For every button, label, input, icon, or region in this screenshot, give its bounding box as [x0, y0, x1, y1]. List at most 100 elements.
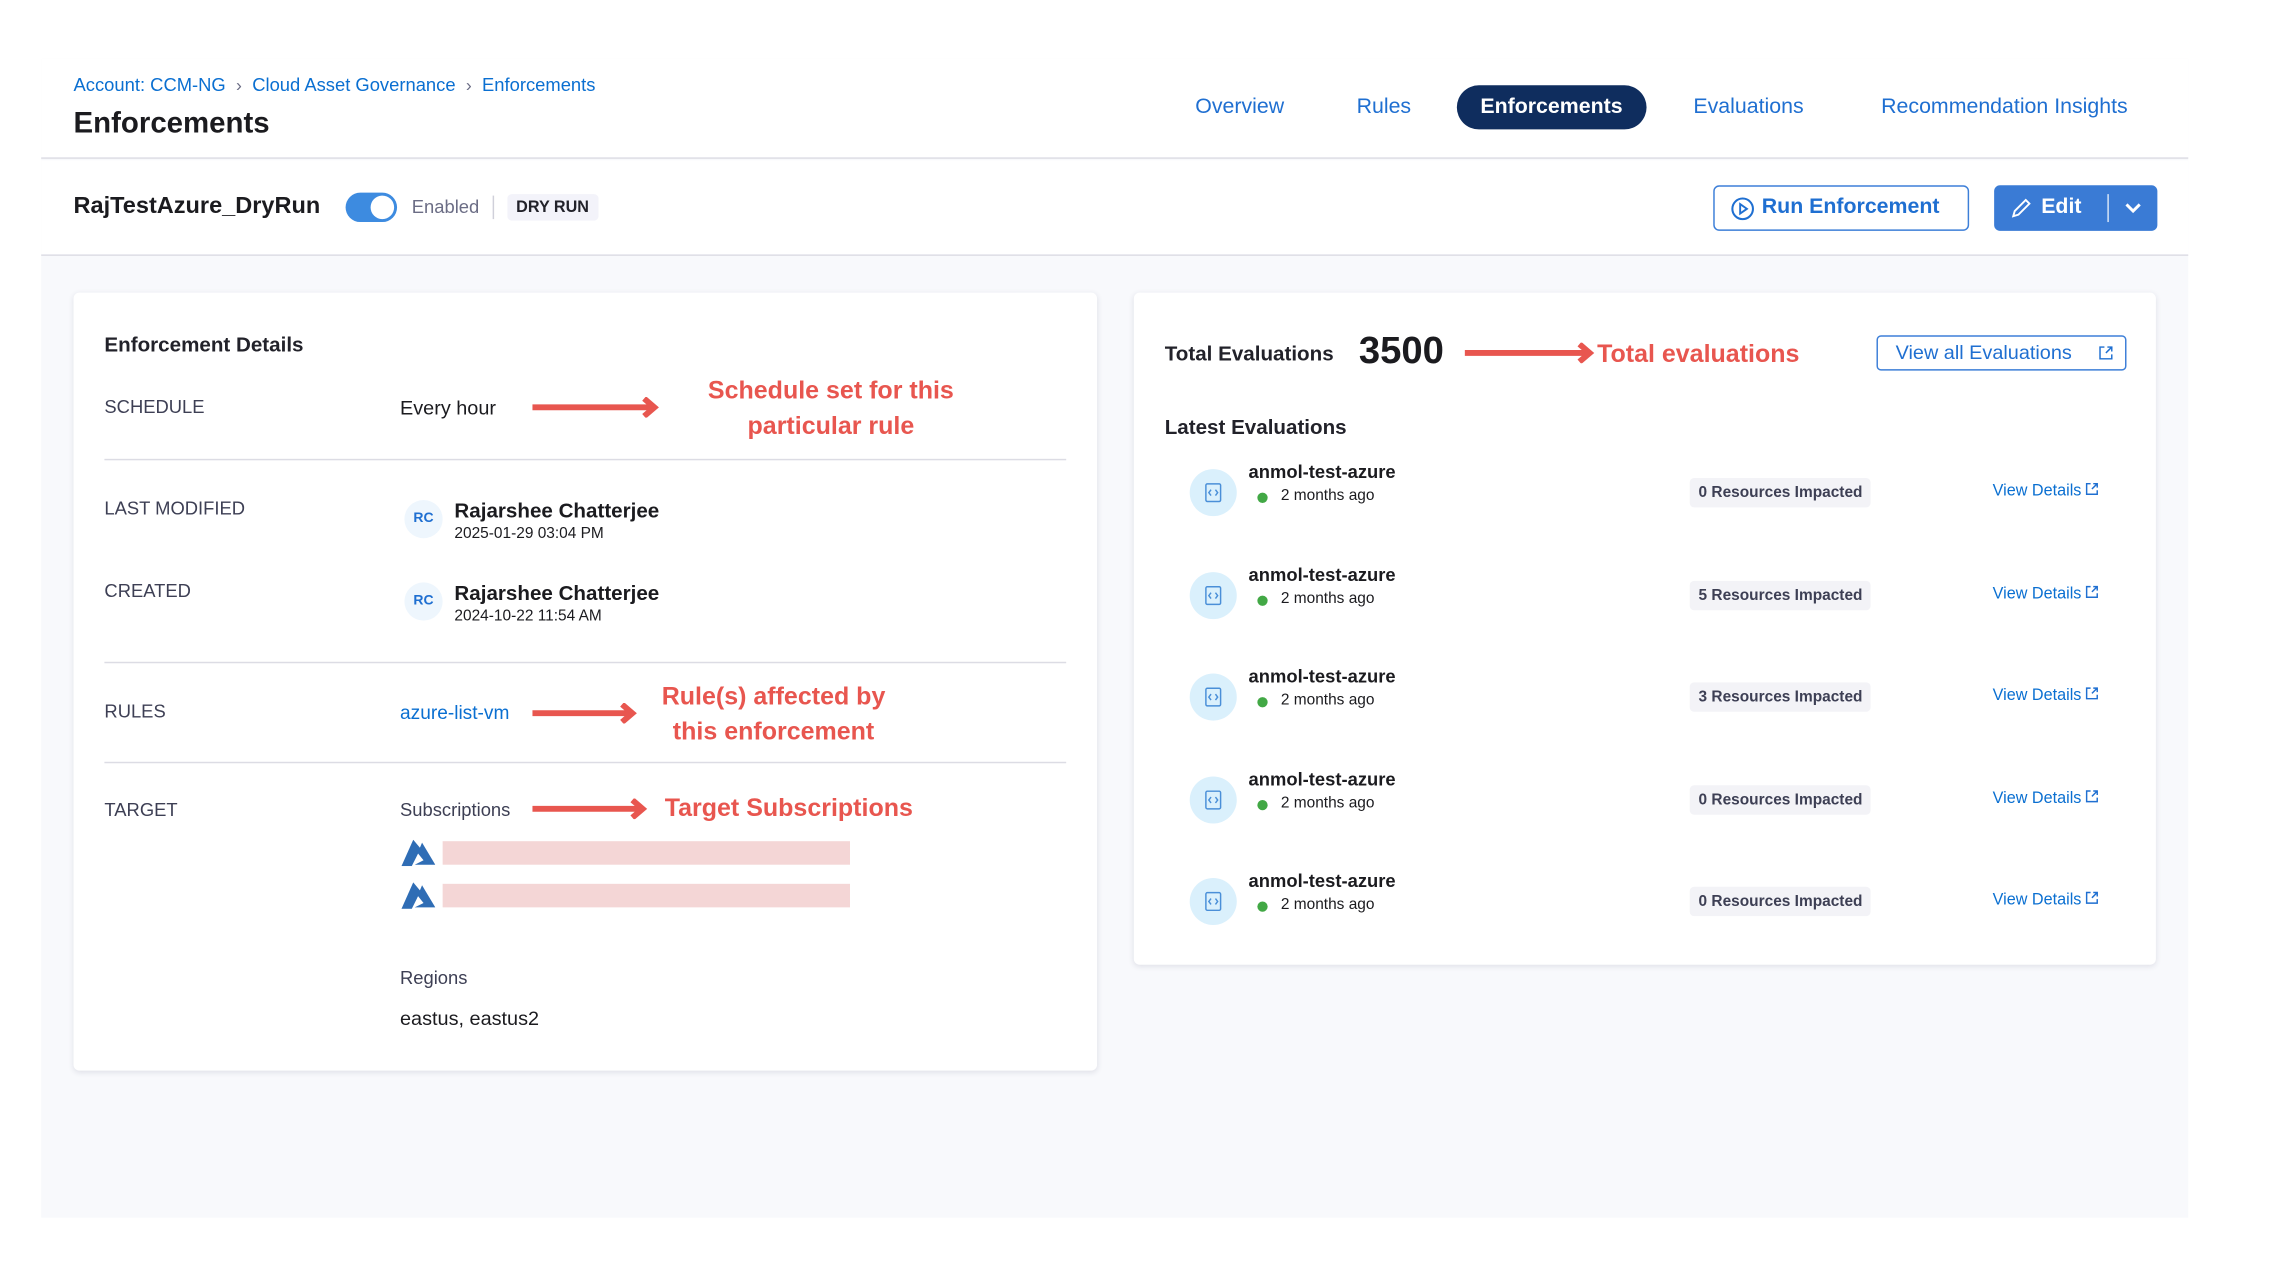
regions-label: Regions	[400, 967, 468, 989]
view-details-label: View Details	[1992, 891, 2082, 909]
edit-label: Edit	[2041, 195, 2082, 220]
enforcement-details-card: Enforcement Details SCHEDULE Every hour …	[73, 292, 1098, 1071]
chevron-right-icon: ›	[465, 75, 472, 96]
evaluation-time: 2 months ago	[1280, 486, 1375, 505]
view-details-link[interactable]: View Details	[1992, 584, 2099, 603]
annotation-arrow-icon	[532, 397, 659, 418]
evaluation-icon	[1189, 877, 1237, 926]
tab-recommendation-insights[interactable]: Recommendation Insights	[1881, 95, 2128, 120]
status-dot-icon	[1257, 697, 1268, 708]
external-link-icon	[2086, 687, 2099, 700]
enforcement-name: RajTestAzure_DryRun	[73, 194, 321, 220]
evaluation-name: anmol-test-azure	[1248, 461, 1396, 483]
latest-evaluations-title: Latest Evaluations	[1164, 414, 1347, 439]
tab-evaluations[interactable]: Evaluations	[1693, 95, 1804, 120]
total-evaluations-value: 3500	[1358, 327, 1444, 373]
play-circle-icon	[1731, 197, 1754, 221]
evaluations-card: Total Evaluations 3500 Total evaluations…	[1133, 292, 2156, 965]
enabled-label: Enabled	[411, 197, 480, 218]
evaluation-name: anmol-test-azure	[1248, 666, 1396, 687]
annotation-target: Target Subscriptions	[664, 794, 913, 823]
evaluation-row: anmol-test-azure 2 months ago 0 Resource…	[1134, 763, 2156, 837]
view-details-link[interactable]: View Details	[1993, 482, 2099, 500]
view-all-evaluations-button[interactable]: View all Evaluations	[1876, 335, 2127, 371]
enabled-toggle[interactable]	[345, 192, 398, 223]
last-modified-user: Rajarshee Chatterjee	[454, 498, 660, 523]
breadcrumb: Account: CCM-NG › Cloud Asset Governance › E…	[74, 72, 596, 98]
evaluation-row: anmol-test-azure 2 months ago 0 Resource…	[1134, 865, 2156, 939]
external-link-icon	[2086, 891, 2099, 904]
evaluation-time: 2 months ago	[1280, 793, 1375, 812]
evaluation-time: 2 months ago	[1280, 691, 1375, 709]
enforcement-toolbar: RajTestAzure_DryRun Enabled DRY RUN Run …	[41, 160, 2189, 256]
annotation-line: particular rule	[747, 411, 915, 440]
evaluation-icon	[1189, 571, 1237, 619]
divider	[104, 761, 1067, 764]
run-enforcement-button[interactable]: Run Enforcement	[1713, 185, 1970, 231]
annotation-line: Rule(s) affected by	[661, 682, 886, 711]
view-details-link[interactable]: View Details	[1993, 687, 2099, 704]
annotation-line: Schedule set for this	[707, 376, 954, 405]
annotation-line: this enforcement	[672, 717, 875, 746]
tab-overview[interactable]: Overview	[1195, 95, 1285, 120]
annotation-arrow-icon	[1464, 342, 1595, 364]
status-dot-icon	[1257, 594, 1268, 606]
annotation-arrow-icon	[532, 702, 637, 724]
last-modified-label: LAST MODIFIED	[104, 498, 246, 520]
breadcrumb-cloud-asset-governance[interactable]: Cloud Asset Governance	[252, 75, 456, 96]
view-details-link[interactable]: View Details	[1993, 789, 2099, 807]
edit-button[interactable]: Edit	[1994, 185, 2107, 231]
chevron-down-icon	[2125, 203, 2141, 214]
evaluation-name: anmol-test-azure	[1248, 563, 1396, 585]
annotation-schedule: Schedule set for this particular rule	[684, 374, 978, 445]
avatar: RC	[404, 500, 443, 539]
resources-impacted-badge: 5 Resources Impacted	[1689, 580, 1872, 610]
view-details-link[interactable]: View Details	[1993, 891, 2099, 909]
evaluation-icon	[1189, 775, 1237, 823]
page-header: Account: CCM-NG › Cloud Asset Governance › E…	[41, 58, 2189, 159]
divider	[492, 195, 495, 220]
view-details-label: View Details	[1992, 482, 2082, 501]
edit-dropdown-button[interactable]	[2109, 185, 2158, 231]
divider	[104, 458, 1067, 461]
breadcrumb-enforcements[interactable]: Enforcements	[482, 75, 596, 96]
pencil-icon	[2011, 198, 2031, 218]
annotation-arrow-icon	[532, 798, 648, 820]
breadcrumb-account[interactable]: Account: CCM-NG	[73, 75, 226, 96]
rules-label: RULES	[104, 701, 166, 723]
view-details-label: View Details	[1992, 788, 2082, 807]
azure-icon	[401, 882, 436, 909]
view-all-label: View all Evaluations	[1895, 341, 2072, 364]
evaluation-name: anmol-test-azure	[1248, 870, 1396, 892]
external-link-icon	[2086, 789, 2099, 802]
tab-enforcements[interactable]: Enforcements	[1456, 85, 1647, 130]
resources-impacted-badge: 0 Resources Impacted	[1689, 784, 1872, 814]
schedule-label: SCHEDULE	[104, 397, 205, 418]
dry-run-badge: DRY RUN	[507, 194, 598, 221]
created-user: Rajarshee Chatterjee	[454, 580, 660, 605]
divider	[2107, 194, 2109, 223]
external-link-icon	[2086, 482, 2099, 495]
rule-link[interactable]: azure-list-vm	[400, 701, 510, 724]
azure-icon	[401, 839, 436, 867]
avatar: RC	[404, 582, 443, 621]
evaluation-row: anmol-test-azure 2 months ago 3 Resource…	[1134, 660, 2156, 734]
subscriptions-label: Subscriptions	[400, 800, 511, 821]
page-title: Enforcements	[73, 107, 270, 140]
external-link-icon	[2099, 346, 2113, 360]
evaluation-time: 2 months ago	[1280, 588, 1375, 607]
status-dot-icon	[1257, 492, 1268, 503]
evaluation-row: anmol-test-azure 2 months ago 5 Resource…	[1134, 558, 2156, 632]
tab-rules[interactable]: Rules	[1356, 95, 1412, 120]
card-title: Enforcement Details	[104, 332, 304, 356]
view-details-label: View Details	[1992, 584, 2082, 603]
chevron-right-icon: ›	[236, 75, 242, 96]
external-link-icon	[2086, 585, 2099, 598]
annotation-rules: Rule(s) affected by this enforcement	[641, 679, 906, 750]
redacted-subscription	[442, 841, 851, 865]
schedule-value: Every hour	[400, 397, 497, 420]
annotation-total: Total evaluations	[1597, 339, 1800, 368]
edit-button-group: Edit	[1994, 185, 2158, 231]
divider	[104, 661, 1067, 664]
target-label: TARGET	[104, 800, 178, 821]
